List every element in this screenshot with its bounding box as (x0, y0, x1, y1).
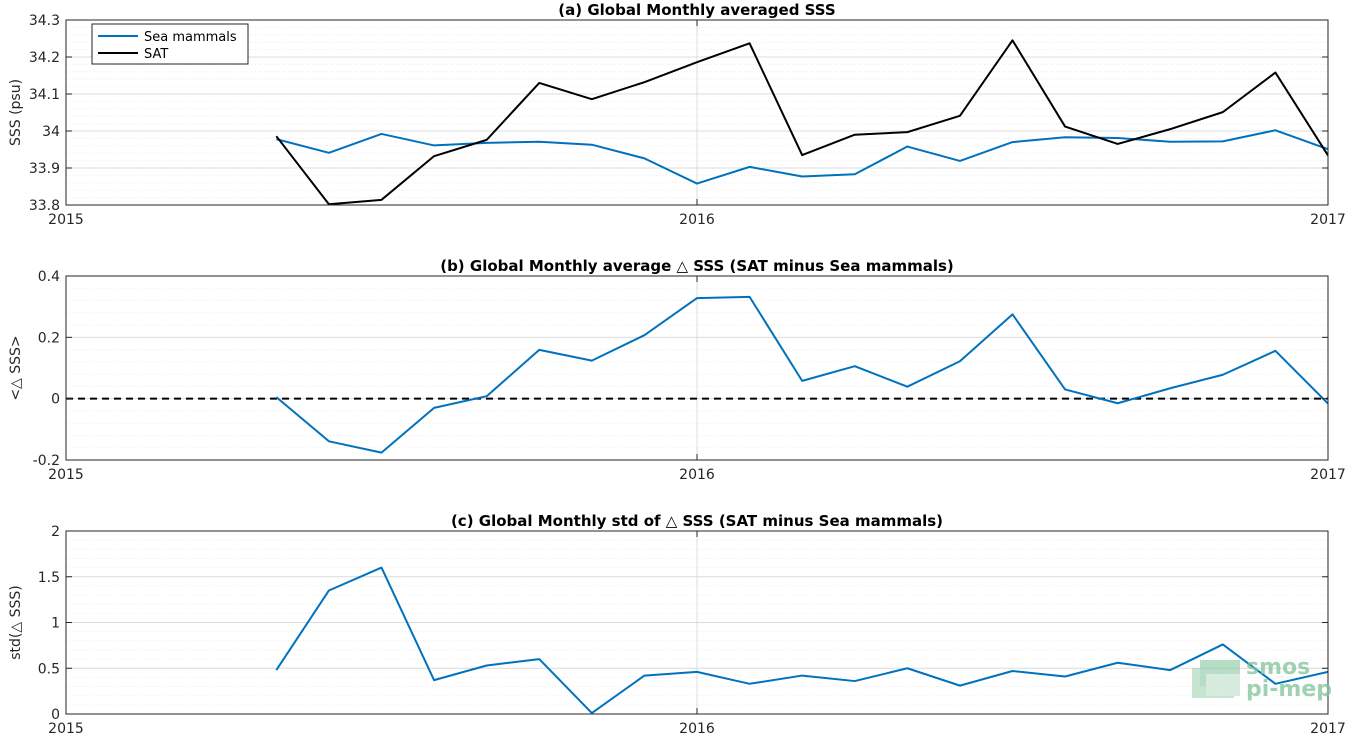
x-tick-label: 2017 (1310, 467, 1346, 483)
chart-title: (b) Global Monthly average △ SSS (SAT mi… (440, 257, 954, 275)
legend-entry: Sea mammals (144, 30, 237, 45)
legend-box (91, 23, 249, 65)
y-tick-label: 34 (42, 124, 60, 140)
y-tick-label: 33.9 (29, 161, 60, 177)
y-tick-label: 0.5 (38, 661, 60, 677)
y-axis-label: <△ SSS> (8, 335, 24, 400)
y-tick-label: 0.2 (38, 330, 60, 346)
y-axis-label: std(△ SSS) (8, 585, 24, 659)
panel-3: 0 0.5 1 1.5 2 2015 2016 2017 (c) Global Monthly … (8, 512, 1346, 736)
y-tick-label: 0 (51, 707, 60, 723)
grid (66, 531, 1328, 714)
chart-title: (c) Global Monthly std of △ SSS (SAT min… (451, 512, 943, 530)
x-tick-label: 2016 (679, 721, 715, 736)
series-line (275, 566, 1328, 714)
series-sat (275, 39, 1328, 205)
x-tick-label: 2017 (1310, 721, 1346, 736)
y-tick-label: 0 (51, 392, 60, 408)
y-tick-label: 0.4 (38, 269, 60, 285)
watermark-line-2: pi-mep (1246, 677, 1332, 702)
series-line (275, 39, 1328, 205)
x-tick-label: 2017 (1310, 212, 1346, 228)
series-sea-mammals (276, 129, 1328, 185)
legend: Sea mammals SAT (91, 23, 249, 65)
y-tick-label: 34.3 (29, 13, 60, 29)
x-tick-label: 2016 (679, 212, 715, 228)
smos-pi-mep-watermark: smos pi-mep (1192, 655, 1332, 702)
series-1 (275, 566, 1328, 714)
legend-entry: SAT (144, 47, 168, 62)
y-axis-label: SSS (psu) (8, 79, 24, 146)
y-tick-label: -0.2 (33, 453, 60, 469)
y-tick-label: 1.5 (38, 570, 60, 586)
panel-1: 33.8 33.9 34 34.1 34.2 34.3 2015 2016 2017 (a) Gl… (8, 1, 1346, 228)
series-line (275, 295, 1328, 454)
series-line (276, 129, 1328, 185)
x-tick-label: 2016 (679, 467, 715, 483)
y-tick-label: 2 (51, 524, 60, 540)
y-tick-label: 33.8 (29, 198, 60, 214)
y-tick-label: 34.1 (29, 87, 60, 103)
y-tick-label: 1 (51, 616, 60, 632)
watermark-logo-icon (1192, 660, 1240, 698)
chart-title: (a) Global Monthly averaged SSS (558, 1, 835, 19)
grid (66, 20, 1328, 205)
watermark-line-1: smos (1246, 655, 1310, 680)
x-tick-label: 2015 (48, 467, 84, 483)
y-tick-label: 34.2 (29, 50, 60, 66)
x-tick-label: 2015 (48, 212, 84, 228)
panel-2: -0.2 0 0.2 0.4 2015 2016 2017 (b) Global Monthl… (8, 257, 1346, 483)
x-tick-label: 2015 (48, 721, 84, 736)
series-1 (275, 295, 1328, 454)
